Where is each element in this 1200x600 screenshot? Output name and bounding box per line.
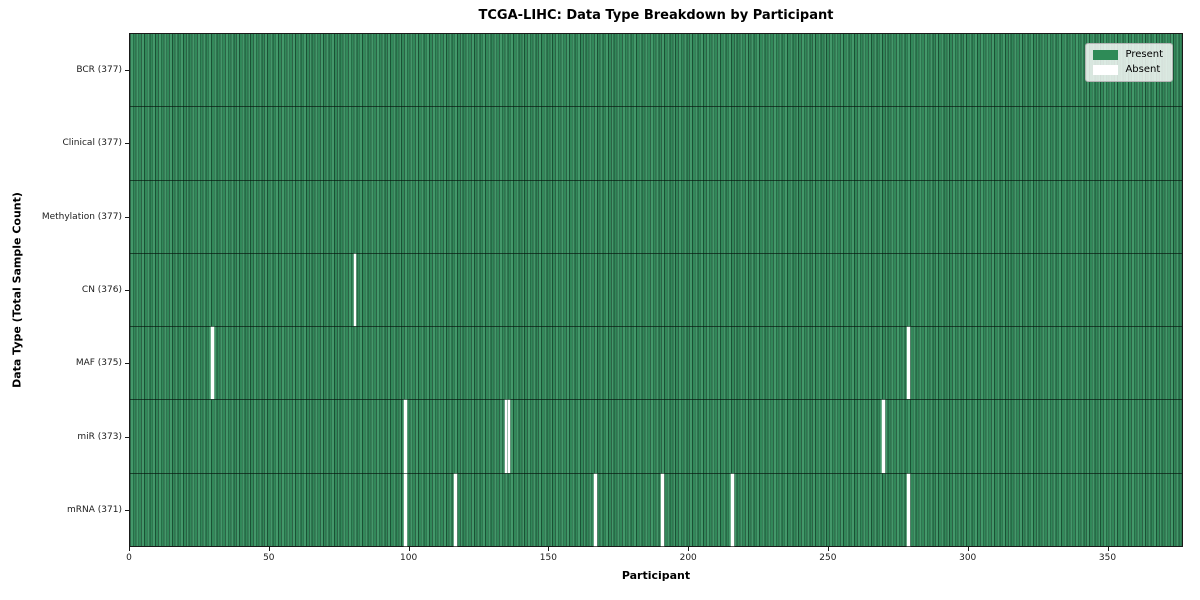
absent-cell [594, 473, 597, 546]
heatmap-row-bcr [130, 34, 1182, 106]
y-tick-mark [125, 290, 129, 291]
x-tick-mark [268, 547, 270, 551]
absent-cell [211, 327, 214, 400]
y-tick-label: Methylation (377) [41, 211, 122, 222]
absent-cell [882, 400, 885, 473]
absent-cell [731, 473, 734, 546]
y-tick-label: MAF (375) [75, 358, 122, 369]
heatmap-row-cn [130, 252, 1182, 327]
x-tick-mark [1107, 547, 1109, 551]
x-tick-label: 300 [959, 553, 977, 563]
heatmap-row-maf [130, 326, 1182, 400]
y-tick-label: mRNA (371) [67, 505, 122, 516]
heatmap-row-mir [130, 399, 1182, 473]
legend-label-present: Present [1125, 49, 1163, 60]
x-tick-mark [129, 547, 130, 551]
x-tick-mark [688, 547, 690, 551]
absent-cell [907, 473, 910, 546]
heatmap-row-methylation [130, 179, 1182, 253]
x-tick-mark [827, 547, 829, 551]
plot-area: Present Absent [129, 33, 1183, 547]
y-tick-mark [125, 69, 129, 71]
absent-cell [504, 400, 508, 473]
y-tick-label: CN (376) [81, 285, 122, 295]
y-tick-mark [125, 363, 129, 365]
legend: Present Absent [1085, 43, 1173, 82]
y-tick-label: BCR (377) [76, 64, 122, 75]
absent-cell [454, 473, 457, 546]
heatmap-row-clinical [130, 106, 1182, 179]
absent-cell [404, 400, 407, 473]
x-tick-label: 200 [679, 553, 697, 563]
x-tick-mark [967, 547, 969, 551]
absent-cell [907, 327, 910, 400]
absent-cell [661, 473, 664, 546]
legend-entry-present: Present [1093, 50, 1163, 60]
x-tick-label: 250 [819, 553, 837, 563]
x-axis-label: Participant [621, 569, 691, 582]
y-tick-label: miR (373) [77, 431, 122, 442]
y-tick-label: Clinical (377) [62, 138, 122, 149]
chart-title: TCGA-LIHC: Data Type Breakdown by Partic… [478, 8, 834, 23]
x-tick-mark [548, 547, 550, 551]
x-tick-label: 50 [263, 553, 275, 563]
absent-cell [404, 473, 407, 546]
absent-cell [507, 400, 511, 473]
x-tick-label: 150 [539, 553, 557, 563]
y-tick-mark [125, 143, 129, 145]
x-tick-label: 0 [126, 553, 132, 563]
absent-swatch [1093, 65, 1119, 75]
absent-cell [353, 253, 357, 327]
x-tick-label: 100 [400, 553, 418, 563]
x-tick-label: 350 [1098, 553, 1117, 563]
legend-label-absent: Absent [1125, 64, 1161, 75]
x-tick-mark [408, 547, 410, 551]
y-tick-mark [125, 436, 129, 438]
y-tick-mark [125, 216, 129, 218]
present-swatch [1093, 50, 1119, 60]
heatmap-row-mrna [130, 472, 1182, 546]
legend-entry-absent: Absent [1093, 65, 1163, 75]
y-tick-mark [125, 510, 129, 512]
